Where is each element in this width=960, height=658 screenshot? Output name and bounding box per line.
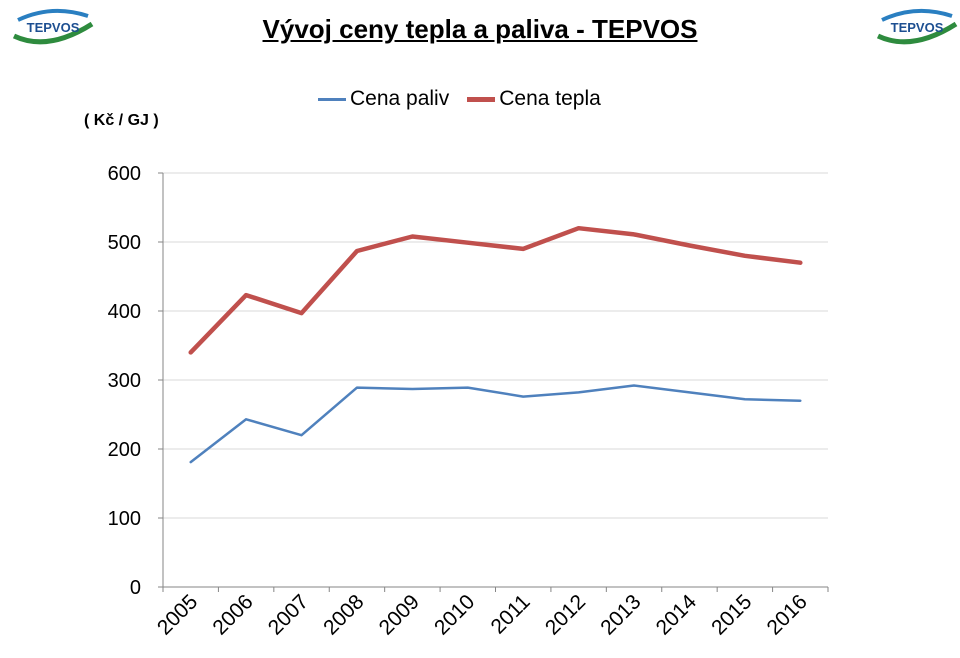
- x-tick-label: 2016: [763, 590, 812, 639]
- x-tick-label: 2010: [430, 590, 479, 639]
- legend-label: Cena tepla: [499, 87, 601, 110]
- series-line-cena-paliv: [189, 384, 802, 464]
- legend-item-cena-paliv: Cena paliv: [318, 87, 449, 111]
- page-title: Vývoj ceny tepla a paliva - TEPVOS: [262, 14, 698, 44]
- x-tick-label: 2008: [319, 590, 368, 639]
- x-tick-label: 2012: [541, 590, 590, 639]
- y-axis-label: ( Kč / GJ ): [84, 112, 159, 129]
- x-tick-label: 2009: [375, 590, 424, 639]
- legend-swatch-blue: [318, 97, 346, 101]
- y-tick-label: 0: [130, 577, 141, 599]
- x-tick-labels: 2005 2006 2007 2008 2009 2010 2011 2012 2013 2014…: [153, 590, 812, 640]
- x-tick-label: 2005: [153, 590, 202, 639]
- x-tick-label: 2006: [208, 590, 257, 639]
- legend-swatch-red: [467, 96, 496, 102]
- y-tick-label: 100: [108, 508, 141, 530]
- svg-text:TEPVOS: TEPVOS: [27, 20, 80, 35]
- grid-lines: [158, 172, 828, 588]
- svg-text:TEPVOS: TEPVOS: [891, 20, 944, 35]
- chart-axes: [162, 173, 829, 592]
- y-tick-label: 400: [108, 301, 141, 323]
- series-lines: [188, 225, 803, 464]
- tepvos-logo-icon: TEPVOS: [12, 8, 94, 45]
- legend-item-cena-tepla: Cena tepla: [467, 87, 601, 111]
- x-tick-label: 2014: [652, 590, 702, 640]
- chart-legend: Cena paliv Cena tepla: [318, 86, 619, 112]
- y-tick-label: 200: [108, 439, 141, 461]
- x-tick-label: 2013: [596, 590, 645, 639]
- y-tick-label: 600: [108, 163, 141, 185]
- x-tick-label: 2015: [707, 590, 756, 639]
- x-tick-label: 2007: [264, 590, 313, 639]
- tepvos-logo-icon: TEPVOS: [876, 8, 958, 45]
- y-tick-label: 500: [108, 232, 141, 254]
- x-tick-label: 2011: [487, 590, 535, 638]
- series-line-cena-tepla: [188, 225, 803, 355]
- y-tick-labels: 0 100 200 300 400 500 600: [108, 163, 141, 599]
- y-tick-label: 300: [108, 370, 141, 392]
- legend-label: Cena paliv: [350, 87, 450, 110]
